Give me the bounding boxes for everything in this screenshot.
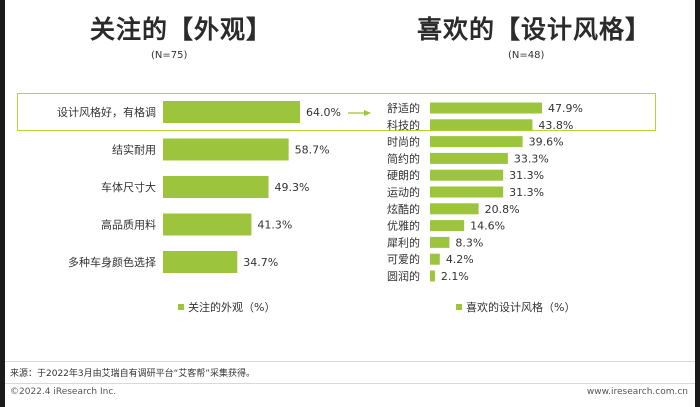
category-label: 圆润的 [387, 269, 420, 283]
value-label: 34.7% [243, 256, 278, 269]
value-label: 20.8% [485, 203, 520, 216]
right-chart-title: 喜欢的【设计风格】 [417, 15, 652, 44]
category-label: 科技的 [387, 118, 420, 132]
value-label: 33.3% [514, 152, 549, 165]
right-legend: 喜欢的设计风格（%） [456, 299, 575, 315]
value-label: 8.3% [455, 236, 483, 249]
bar [163, 176, 269, 198]
footer-divider [5, 383, 695, 384]
bar [430, 186, 504, 198]
category-label: 可爱的 [387, 252, 420, 266]
category-label: 设计风格好，有格调 [57, 105, 156, 119]
source-divider [5, 361, 695, 362]
value-label: 39.6% [529, 136, 564, 149]
category-label: 多种车身颜色选择 [68, 255, 156, 269]
category-label: 时尚的 [387, 135, 420, 149]
value-label: 14.6% [470, 220, 505, 233]
arrow-head [364, 110, 371, 116]
right-chart-subtitle: (N=48) [508, 50, 545, 61]
bar [430, 169, 504, 181]
bar [163, 138, 289, 161]
value-label: 41.3% [257, 219, 292, 232]
bar [430, 136, 523, 148]
category-label: 高品质用料 [101, 218, 156, 232]
bar [163, 251, 238, 273]
bar [163, 213, 252, 236]
bar [430, 220, 465, 232]
bar [430, 270, 435, 282]
value-label: 64.0% [306, 106, 341, 119]
left-legend-swatch [178, 304, 184, 310]
value-label: 43.8% [538, 119, 573, 132]
value-label: 58.7% [295, 144, 330, 157]
left-chart-title: 关注的【外观】 [90, 15, 273, 44]
bar [430, 102, 542, 114]
source-note: 来源：于2022年3月由艾瑞自有调研平台“艾客帮”采集获得。 [10, 369, 255, 379]
value-label: 49.3% [275, 181, 310, 194]
highlight-box [17, 93, 656, 131]
category-label: 炫酷的 [387, 202, 420, 216]
right-legend-swatch [456, 304, 462, 310]
bar [430, 119, 533, 131]
bar [430, 236, 450, 248]
bar [430, 152, 508, 164]
value-label: 4.2% [446, 253, 474, 266]
category-label: 犀利的 [387, 235, 420, 249]
website: www.iresearch.com.cn [586, 387, 688, 397]
bar [430, 203, 479, 215]
value-label: 31.3% [509, 169, 544, 182]
bar [163, 101, 300, 123]
left-chart-subtitle: (N=75) [151, 50, 188, 61]
value-label: 31.3% [509, 186, 544, 199]
category-label: 车体尺寸大 [101, 180, 156, 194]
copyright: ©2022.4 iResearch Inc. [10, 387, 117, 397]
value-label: 47.9% [548, 102, 583, 115]
value-label: 2.1% [441, 270, 469, 283]
category-label: 硬朗的 [387, 168, 420, 182]
bar [430, 253, 440, 265]
right-legend-label: 喜欢的设计风格（%） [466, 301, 576, 314]
category-label: 优雅的 [387, 219, 420, 233]
left-legend-label: 关注的外观（%） [188, 301, 276, 314]
category-label: 舒适的 [387, 101, 420, 115]
category-label: 结实耐用 [112, 143, 156, 157]
category-label: 运动的 [387, 185, 420, 199]
left-legend: 关注的外观（%） [178, 299, 275, 315]
category-label: 简约的 [387, 151, 420, 165]
